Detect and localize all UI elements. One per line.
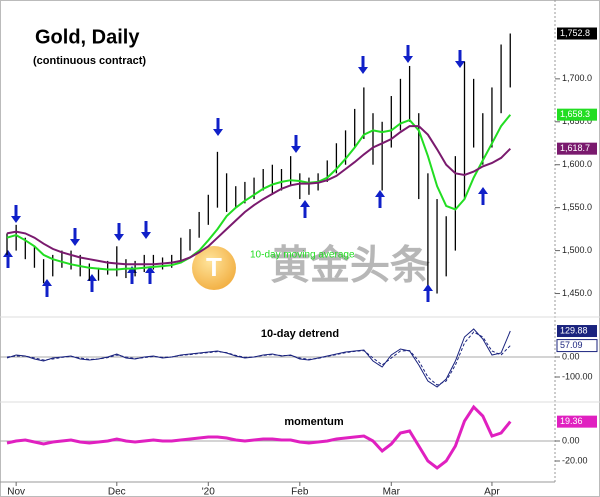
y-tick-label: 1,650.0 bbox=[562, 116, 592, 126]
x-tick-label: Dec bbox=[108, 487, 126, 497]
watermark-logo-text: T bbox=[206, 252, 222, 282]
arrow-up bbox=[87, 274, 97, 292]
x-tick-label: Apr bbox=[484, 487, 500, 497]
y-tick-label: 1,600.0 bbox=[562, 159, 592, 169]
arrow-down bbox=[358, 56, 368, 74]
value-box-label: 19.36 bbox=[560, 416, 583, 426]
y-tick-label: 0.00 bbox=[562, 435, 580, 445]
arrow-up bbox=[375, 190, 385, 208]
series-line bbox=[6, 125, 512, 266]
value-box-label: 1,658.3 bbox=[560, 109, 590, 119]
arrow-down bbox=[403, 45, 413, 63]
value-box bbox=[557, 415, 597, 428]
panel-title: 10-day detrend bbox=[261, 328, 339, 340]
value-box bbox=[557, 325, 597, 338]
arrow-down bbox=[291, 135, 301, 153]
series-line bbox=[6, 328, 511, 388]
arrow-up bbox=[3, 250, 13, 268]
y-tick-label: 1,450.0 bbox=[562, 288, 592, 298]
arrow-down bbox=[141, 221, 151, 239]
y-tick-label: -100.00 bbox=[562, 371, 593, 381]
value-box-label: 57.09 bbox=[560, 340, 583, 350]
series-line bbox=[6, 114, 512, 271]
y-tick-label: -20.00 bbox=[562, 455, 588, 465]
series-line bbox=[6, 331, 511, 386]
arrow-up bbox=[478, 187, 488, 205]
y-tick-label: 0.00 bbox=[562, 351, 580, 361]
arrow-down bbox=[11, 205, 21, 223]
y-tick-label: 1,500.0 bbox=[562, 245, 592, 255]
chart-subtitle: (continuous contract) bbox=[33, 55, 146, 67]
watermark-logo bbox=[192, 246, 236, 290]
panel-title: momentum bbox=[284, 416, 344, 428]
watermark: T 黄金头条 bbox=[192, 243, 430, 290]
y-tick-label: 1,550.0 bbox=[562, 202, 592, 212]
x-tick-label: Feb bbox=[291, 487, 309, 497]
arrow-up bbox=[300, 200, 310, 218]
value-box bbox=[557, 27, 597, 40]
watermark-text: 黄金头条 bbox=[270, 243, 430, 288]
series-label: 10-day moving average bbox=[250, 250, 355, 261]
chart-title: Gold, Daily bbox=[35, 26, 140, 48]
value-box-label: 1,618.7 bbox=[560, 143, 590, 153]
arrow-down bbox=[213, 118, 223, 136]
value-box-label: 1,752.8 bbox=[560, 28, 590, 38]
x-tick-label: Mar bbox=[383, 487, 401, 497]
arrow-down bbox=[114, 223, 124, 241]
arrow-down bbox=[455, 50, 465, 68]
series-line bbox=[6, 404, 512, 470]
value-box-label: 129.88 bbox=[560, 325, 588, 335]
y-tick-label: 1,700.0 bbox=[562, 73, 592, 83]
x-tick-label: '20 bbox=[202, 487, 215, 497]
value-box bbox=[557, 142, 597, 155]
value-box bbox=[557, 108, 597, 121]
arrow-down bbox=[70, 228, 80, 246]
x-tick-label: Nov bbox=[7, 487, 25, 497]
value-box bbox=[556, 339, 598, 353]
